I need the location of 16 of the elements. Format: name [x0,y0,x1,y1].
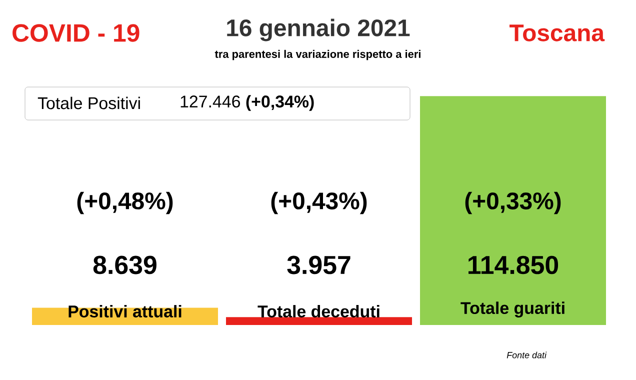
text: Toscana [510,24,605,42]
annotation: (+0,48%) [77,192,173,214]
chart-title: COVID - 19 [12,24,140,42]
data-label: 8.639 [93,256,156,274]
text: tra parentesi la variazione rispetto a ieri [214,50,420,60]
chart-subtitle: 16 gennaio 2021 [227,18,410,42]
annotation: 127.446 (+0,34%) [180,95,314,111]
x-tick-label: Positivi attuali [68,305,182,318]
annotation: Totale Positivi [38,96,140,110]
data-label: 3.957 [287,256,350,274]
x-tick-label: Totale deceduti [258,305,380,318]
annotation: (+0,33%) [465,192,561,214]
x-tick-label: Totale guariti [460,302,564,318]
annotation: (+0,43%) [271,192,367,214]
data-label: 114.850 [468,256,558,274]
source-note: Fonte dati [506,352,547,358]
